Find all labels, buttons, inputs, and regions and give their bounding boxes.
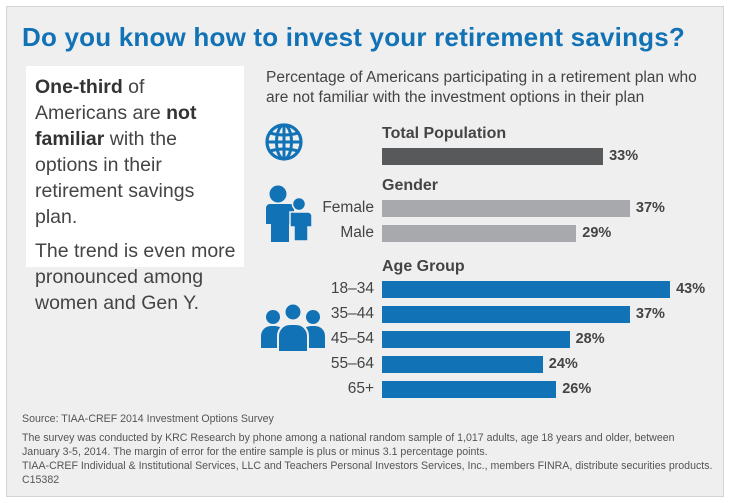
group-label: Total Population [382,125,507,142]
data-label: 43% [676,281,706,297]
bar [382,281,671,298]
callout-box: One-third of Americans are not familiar … [26,66,244,314]
disclosure-note: TIAA-CREF Individual & Institutional Ser… [22,460,713,472]
category-label: 35–44 [330,305,374,322]
callout-text-1: of Americans are [35,76,167,124]
data-label: 28% [575,331,605,347]
document-code: C15382 [22,474,60,486]
callout-emphasis-2: not familiar [35,102,197,150]
callout-paragraph-1: One-third of Americans are not familiar … [35,74,236,230]
methodology-note-1: The survey was conducted by KRC Research… [22,432,675,444]
bar [382,148,604,165]
category-label: Male [340,224,374,241]
data-label: 37% [635,306,665,322]
callout-text-2: with the options in their retirement sav… [35,128,195,228]
page-title: Do you know how to invest your retiremen… [22,22,685,52]
footnotes: Source: TIAA-CREF 2014 Investment Option… [22,412,722,487]
data-label: 24% [548,356,578,372]
bar [382,200,630,217]
bar [382,306,630,323]
bar [382,381,557,398]
category-label: 65+ [347,380,374,397]
source-note: Source: TIAA-CREF 2014 Investment Option… [22,413,274,425]
data-label: 26% [562,381,592,397]
group-label: Age Group [382,258,465,275]
chart-subtitle: Percentage of Americans participating in… [266,69,697,106]
callout-paragraph-2: The trend is even more pronounced among … [35,240,236,314]
people-group-icon [261,302,325,352]
bar [382,356,543,373]
bar [382,331,570,348]
category-label: 45–54 [330,330,374,347]
family-icon [266,185,313,242]
data-label: 37% [635,200,665,216]
category-label: 55–64 [330,355,374,372]
data-label: 29% [582,225,612,241]
bar [382,225,577,242]
category-label: 18–34 [330,280,374,297]
globe-icon [265,123,303,161]
methodology-note-2: January 3-5, 2014. The margin of error f… [22,446,488,458]
callout-emphasis-1: One-third [35,76,123,98]
category-label: Female [322,199,374,216]
data-label: 33% [609,148,639,164]
group-label: Gender [382,177,439,194]
